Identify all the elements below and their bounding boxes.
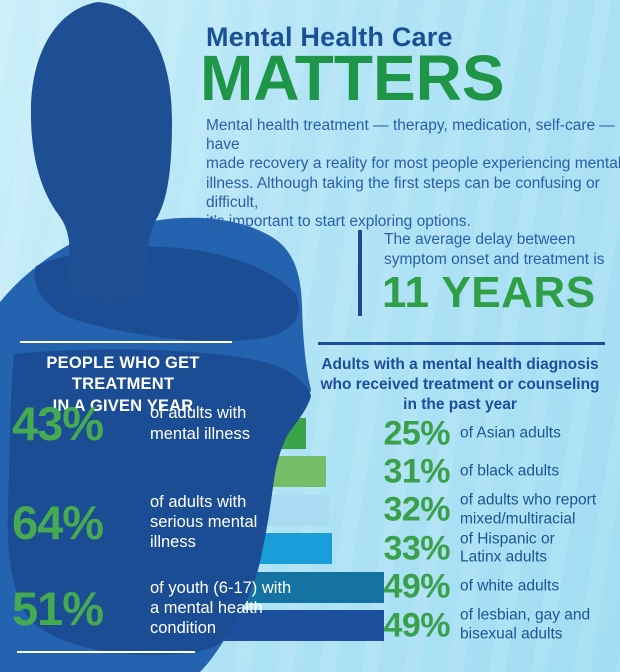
- stat-percent: 32%: [383, 490, 450, 529]
- stat-percent: 33%: [383, 529, 450, 568]
- right-panel-top-divider: [318, 342, 605, 345]
- stat-row: 33% of Hispanic or Latinx adults: [328, 529, 620, 568]
- stat-row: 49% of white adults: [328, 568, 620, 607]
- stat-percent: 25%: [383, 414, 450, 452]
- stat-percent: 64%: [12, 495, 104, 549]
- stat-label: of Hispanic or Latinx adults: [460, 530, 555, 566]
- title-headline: MATTERS: [200, 42, 505, 114]
- stat-label: of adults with mental illness: [150, 404, 250, 443]
- stat-percent: 49%: [383, 567, 450, 606]
- stat-row: 49% of lesbian, gay and bisexual adults: [328, 606, 620, 645]
- stat-row: 51% of youth (6-17) with a mental health…: [12, 578, 292, 638]
- stat-label: of Asian adults: [460, 424, 561, 442]
- stat-label: of black adults: [460, 462, 560, 480]
- stat-percent: 31%: [383, 452, 450, 491]
- stat-label: of white adults: [460, 577, 560, 595]
- right-panel-heading: Adults with a mental health diagnosis wh…: [320, 356, 600, 413]
- stat-label: of adults with serious mental illness: [150, 493, 258, 552]
- stat-label: of youth (6-17) with a mental health con…: [150, 579, 292, 638]
- stat-row: 31% of black adults: [328, 452, 620, 491]
- stat-label: of adults who report mixed/multiracial: [460, 491, 597, 528]
- stat-row: 32% of adults who report mixed/multiraci…: [328, 491, 620, 530]
- left-panel-bottom-divider: [17, 651, 195, 653]
- stat-row: 43% of adults with mental illness: [12, 396, 292, 451]
- stat-label: of lesbian, gay and bisexual adults: [460, 606, 591, 643]
- stat-percent: 51%: [12, 581, 104, 635]
- bar-black-adults: [200, 456, 326, 488]
- delay-value: 11 YEARS: [382, 268, 596, 317]
- title-kicker: Mental Health Care: [206, 22, 453, 52]
- stat-percent: 43%: [12, 397, 104, 450]
- intro-paragraph: Mental health treatment — therapy, medic…: [206, 117, 620, 231]
- stat-percent: 49%: [383, 606, 450, 644]
- left-panel-top-divider: [20, 341, 232, 343]
- stat-row: 25% of Asian adults: [328, 414, 620, 453]
- stat-row: 64% of adults with serious mental illnes…: [12, 492, 292, 552]
- callout-accent-bar: [358, 230, 362, 316]
- delay-lead-text: The average delay between symptom onset …: [384, 231, 605, 268]
